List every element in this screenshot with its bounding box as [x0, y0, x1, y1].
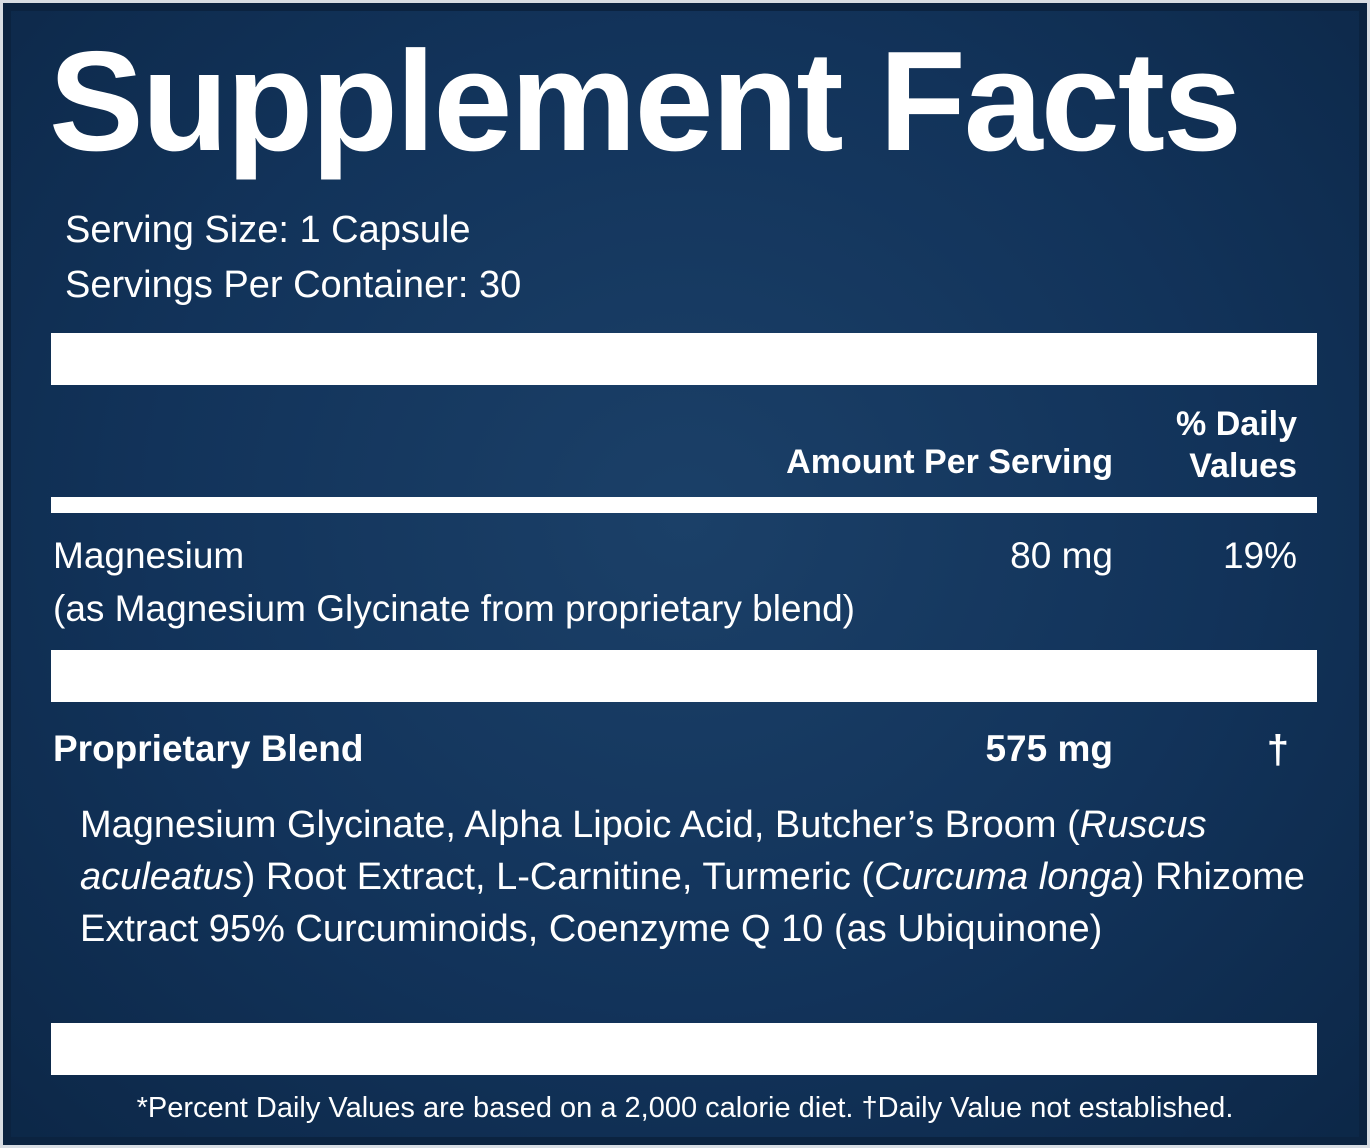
divider-bar [51, 1023, 1317, 1075]
ingredient-text: ) Rhizome Extract 95% Curcuminoids, Coen… [80, 856, 1305, 950]
ingredient-text: ) Root Extract, L-Carnitine, Turmeric ( [242, 856, 875, 898]
serving-size: Serving Size: 1 Capsule [65, 209, 471, 251]
ingredient-latin: Ruscus aculeatus [80, 804, 1207, 898]
row-amount: 80 mg [1010, 535, 1113, 576]
row-daily-value: 19% [1222, 535, 1297, 576]
row-name: Proprietary Blend [53, 728, 364, 769]
servings-per-container: Servings Per Container: 30 [65, 264, 522, 306]
header-amount: Amount Per Serving [786, 443, 1113, 481]
row-detail: (as Magnesium Glycinate from proprietary… [53, 588, 855, 629]
divider-bar [51, 333, 1317, 385]
ingredient-latin: Curcuma longa [874, 856, 1132, 898]
title: Supplement Facts [49, 22, 1242, 181]
ingredient-text: Magnesium Glycinate, Alpha Lipoic Acid, … [80, 804, 1080, 846]
divider-bar [51, 650, 1317, 702]
row-name: Magnesium [53, 535, 245, 576]
row-amount: 575 mg [985, 728, 1113, 769]
row-daily-value: † [1266, 728, 1289, 772]
divider-bar [51, 497, 1317, 513]
header-daily-value: % Daily Values [1176, 405, 1297, 485]
ingredients: Magnesium Glycinate, Alpha Lipoic Acid, … [80, 799, 1315, 955]
footnote: *Percent Daily Values are based on a 2,0… [136, 1092, 1234, 1124]
